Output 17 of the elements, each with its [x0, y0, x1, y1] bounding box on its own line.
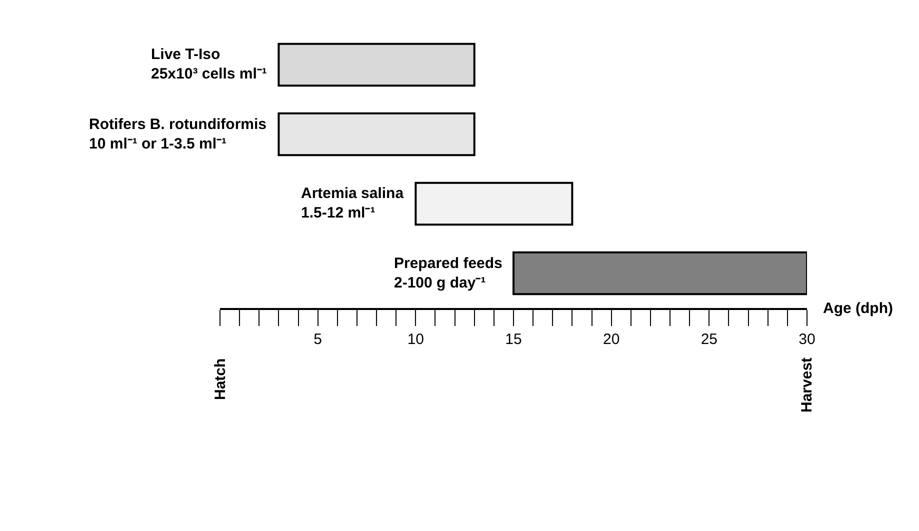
x-tick-label: 20 [602, 330, 620, 348]
text: Harvest [798, 357, 816, 412]
x-axis-title: Age (dph) [823, 300, 893, 317]
x-tick-label: 5 [314, 330, 322, 348]
x-tick-label: 30 [798, 330, 816, 348]
bar [278, 112, 476, 156]
bar [512, 251, 807, 296]
x-tick-label: 25 [700, 330, 718, 348]
y-tick-label: Live T-Iso 25x10³ cells ml⁻¹ [151, 46, 267, 82]
y-tick-label: Artemia salina 1.5-12 ml⁻¹ [301, 185, 404, 222]
x-tick-label: 10 [407, 330, 424, 348]
y-tick-label: Rotifers B. rotundiformis 10 ml⁻¹ or 1-3.5 ml⁻¹ [89, 116, 267, 152]
x-tick-label: 15 [505, 330, 522, 348]
bar [414, 182, 574, 226]
bar [278, 42, 476, 87]
y-tick-label: Prepared feeds 2-100 g day⁻¹ [394, 255, 502, 292]
text: Hatch [212, 358, 229, 400]
